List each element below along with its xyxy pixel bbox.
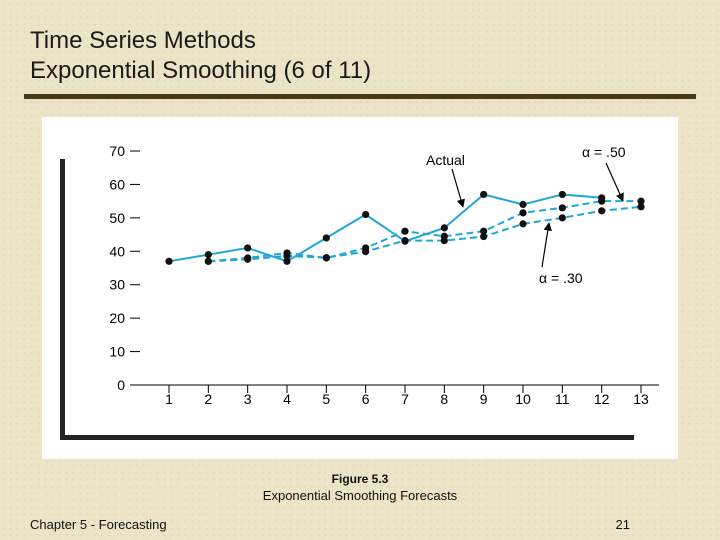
- annotation-arrow: [541, 222, 552, 268]
- x-tick-label: 7: [401, 391, 409, 407]
- data-point: [440, 236, 448, 245]
- annotation-arrow: [451, 168, 465, 208]
- frame-shadow-bottom: [60, 435, 634, 440]
- x-tick-label: 2: [204, 391, 212, 407]
- data-point: [165, 257, 173, 265]
- annotation-arrow: [605, 162, 624, 202]
- x-tick-label: 1: [165, 391, 173, 407]
- data-point: [598, 207, 606, 215]
- data-point: [401, 236, 409, 245]
- x-tick-label: 4: [283, 391, 291, 407]
- data-point: [204, 251, 212, 259]
- y-tick-label: 60: [109, 176, 125, 192]
- y-tick-label: 70: [109, 143, 125, 159]
- data-point: [480, 190, 488, 199]
- annotation-label: Actual: [426, 152, 465, 168]
- y-tick-label: 20: [109, 310, 125, 326]
- title-line-1: Time Series Methods: [30, 27, 256, 54]
- page-number: 21: [615, 517, 630, 532]
- title-underline: [24, 94, 696, 99]
- plot-background: [66, 123, 670, 435]
- data-point: [401, 227, 409, 235]
- data-point: [362, 210, 370, 219]
- figure-label: Figure 5.3: [331, 472, 389, 486]
- annotation-label: α = .50: [582, 144, 626, 160]
- data-point: [519, 200, 527, 209]
- data-point: [519, 209, 527, 217]
- data-point: [362, 248, 370, 256]
- y-tick-label: 30: [109, 277, 125, 293]
- footer-chapter: Chapter 5 - Forecasting: [30, 517, 167, 532]
- x-tick-label: 8: [440, 391, 448, 407]
- x-tick-label: 3: [244, 391, 252, 407]
- data-point: [637, 203, 645, 211]
- figure-caption: Exponential Smoothing Forecasts: [262, 488, 458, 503]
- frame-shadow-left: [60, 159, 65, 440]
- series-line-0: [168, 193, 602, 263]
- y-tick-label: 50: [109, 210, 125, 226]
- x-tick-label: 13: [633, 391, 649, 407]
- data-point: [244, 255, 252, 263]
- series-line-1: [208, 200, 641, 263]
- annotation-label: α = .30: [539, 270, 583, 286]
- data-point: [558, 190, 566, 199]
- data-point: [322, 254, 330, 262]
- data-point: [322, 234, 330, 242]
- data-point: [598, 197, 606, 205]
- slide-title: Time Series Methods Exponential Smoothin…: [30, 26, 371, 86]
- x-tick-label: 9: [480, 391, 488, 407]
- title-line-2: Exponential Smoothing (6 of 11): [30, 57, 372, 84]
- data-point: [519, 220, 527, 228]
- x-tick-label: 11: [555, 391, 570, 407]
- y-tick-label: 40: [109, 243, 125, 259]
- series-line-2: [208, 205, 642, 263]
- data-point: [283, 257, 291, 265]
- x-tick-label: 12: [594, 391, 610, 407]
- data-point: [558, 214, 566, 222]
- data-point: [204, 257, 212, 265]
- y-tick-label: 0: [117, 377, 125, 393]
- x-tick-label: 5: [322, 391, 330, 407]
- x-tick-label: 6: [362, 391, 370, 407]
- data-point: [558, 204, 566, 212]
- y-tick-label: 10: [109, 344, 125, 360]
- data-point: [244, 244, 252, 252]
- data-point: [480, 227, 488, 235]
- figure-panel: 0 10 20 30 40 50 60 70 1 2 3 4 5 6 7 8 9 10 11 12 13 Actual α …: [42, 117, 678, 459]
- data-point: [637, 197, 645, 205]
- data-point: [480, 232, 488, 241]
- data-point: [440, 224, 448, 232]
- data-point: [283, 252, 291, 260]
- x-tick-label: 10: [515, 391, 531, 407]
